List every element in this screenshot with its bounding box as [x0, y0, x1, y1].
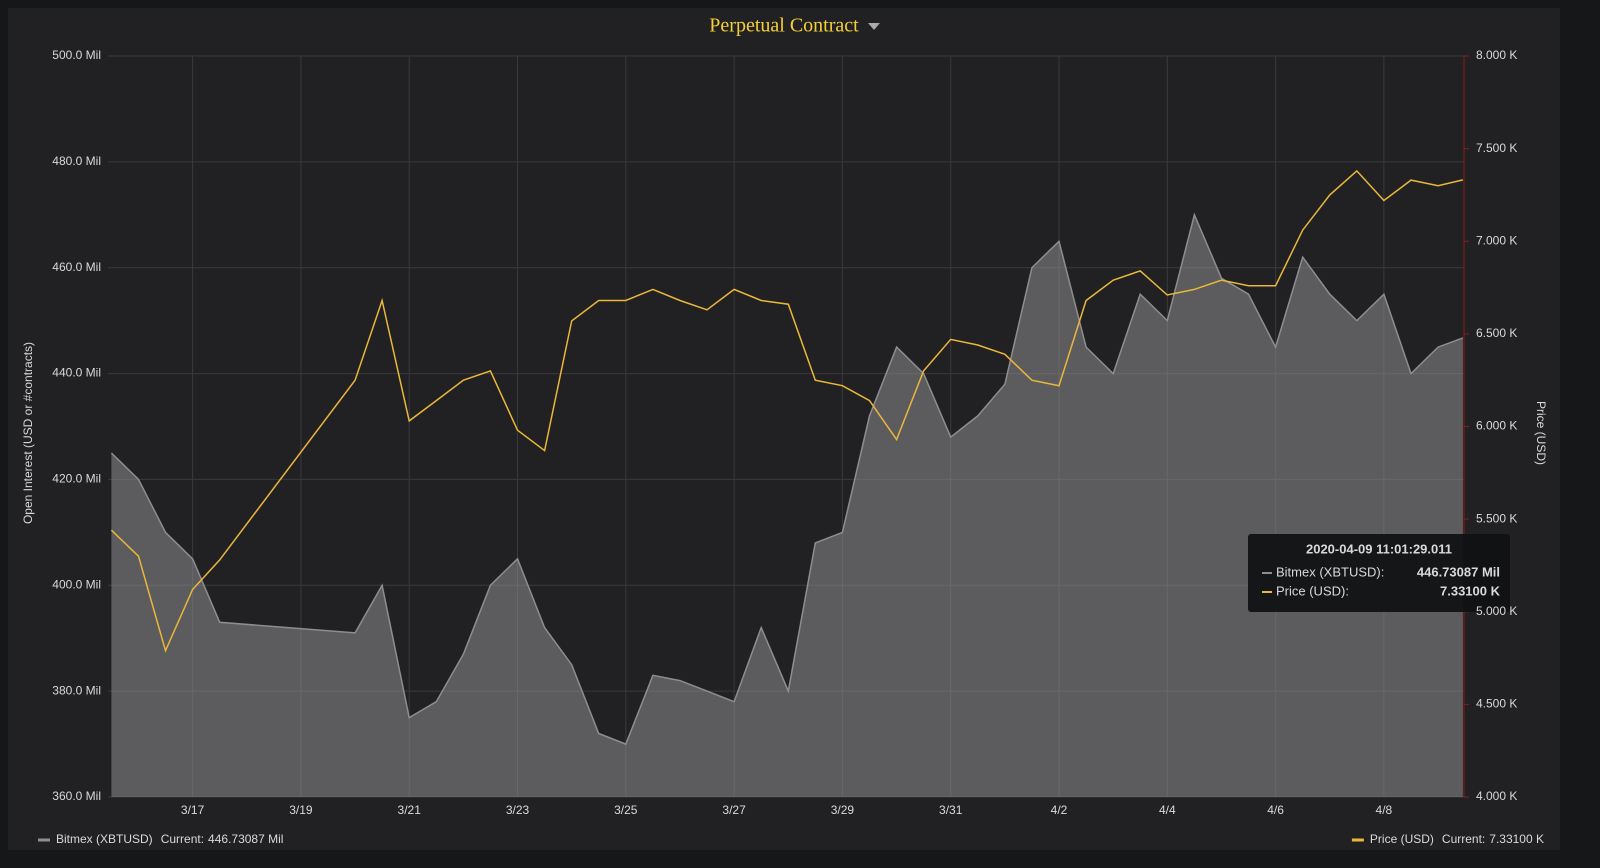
area [111, 214, 1463, 798]
y2-tick-label: 7.500 K [1476, 141, 1517, 155]
y2-tick-label: 4.500 K [1476, 697, 1517, 711]
line [110, 212, 1464, 746]
x-tick-label: 4/8 [1376, 803, 1393, 817]
y2-tick-label: 5.000 K [1476, 604, 1517, 618]
y2-tick-label: 6.500 K [1476, 326, 1517, 340]
x-tick-label: 4/2 [1051, 803, 1068, 817]
x-tick-label: 3/29 [831, 803, 855, 817]
title-caret[interactable] [868, 23, 880, 30]
y-tick-label: 440.0 Mil [52, 366, 101, 380]
y-tick-label: 400.0 Mil [52, 577, 101, 591]
x-tick-label: 3/27 [722, 803, 746, 817]
y-tick-label: 480.0 Mil [52, 154, 101, 168]
legend-label[interactable]: Price (USD) [1370, 832, 1434, 846]
y2-tick-label: 6.000 K [1476, 419, 1517, 433]
line [110, 169, 1464, 653]
y-tick-label: 460.0 Mil [52, 260, 101, 274]
x-tick-label: 3/25 [614, 803, 638, 817]
chart-title[interactable]: Perpetual Contract [709, 15, 859, 37]
x-tick-label: 3/23 [506, 803, 530, 817]
x-tick-label: 3/21 [398, 803, 422, 817]
y2-tick-label: 4.000 K [1476, 789, 1517, 803]
tooltip-value: 7.33100 K [1440, 583, 1501, 598]
x-tick-label: 3/19 [289, 803, 313, 817]
tooltip-label: Bitmex (XBTUSD): [1276, 564, 1384, 579]
legend-current-prefix: Current: [1442, 832, 1485, 846]
y-tick-label: 420.0 Mil [52, 472, 101, 486]
x-tick-label: 4/6 [1267, 803, 1284, 817]
legend-label[interactable]: Bitmex (XBTUSD) [56, 832, 153, 846]
legend-current-value: 7.33100 K [1489, 832, 1544, 846]
tooltip-box [1248, 534, 1510, 612]
y2-tick-label: 7.000 K [1476, 233, 1517, 247]
tooltip-label: Price (USD): [1276, 583, 1349, 598]
y-tick-label: 500.0 Mil [52, 48, 101, 62]
legend-current-value: 446.73087 Mil [208, 832, 283, 846]
x-tick-label: 3/17 [181, 803, 205, 817]
x-tick-label: 4/4 [1159, 803, 1176, 817]
tooltip-value: 446.73087 Mil [1417, 564, 1500, 579]
tooltip-time: 2020-04-09 11:01:29.011 [1306, 541, 1452, 556]
y2-tick-label: 8.000 K [1476, 48, 1517, 62]
y-axis-label: Open Interest (USD or #contracts) [21, 342, 35, 524]
legend-current-prefix: Current: [161, 832, 204, 846]
x-tick-label: 3/31 [939, 803, 963, 817]
y-tick-label: 360.0 Mil [52, 789, 101, 803]
y2-tick-label: 5.500 K [1476, 511, 1517, 525]
y2-axis-label: Price (USD) [1534, 401, 1548, 465]
y-tick-label: 380.0 Mil [52, 683, 101, 697]
